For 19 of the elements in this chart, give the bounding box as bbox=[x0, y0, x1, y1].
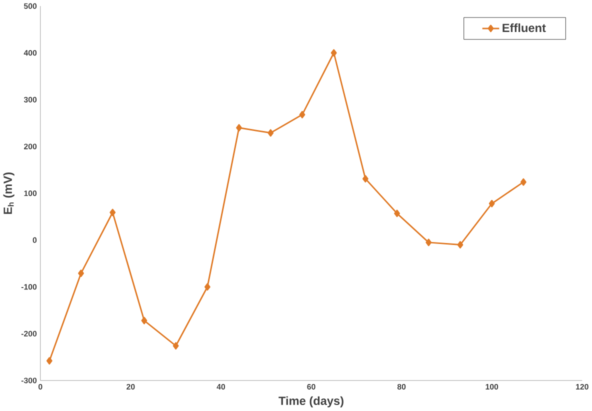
point bbox=[520, 178, 526, 186]
y-axis-title: E$_{h}$ (mV) bbox=[3, 172, 14, 214]
point bbox=[141, 317, 148, 324]
point bbox=[330, 49, 337, 57]
point bbox=[488, 200, 495, 208]
point bbox=[299, 111, 306, 119]
point bbox=[268, 129, 274, 137]
point bbox=[362, 175, 368, 183]
point bbox=[110, 208, 116, 216]
point bbox=[46, 357, 52, 365]
point bbox=[204, 283, 210, 291]
legend-label: Effluent bbox=[502, 24, 546, 32]
point bbox=[426, 238, 432, 246]
point bbox=[394, 210, 400, 218]
point bbox=[172, 342, 179, 350]
point bbox=[78, 270, 84, 278]
x-axis-title: Time (days) bbox=[278, 396, 344, 408]
point bbox=[236, 124, 242, 132]
point bbox=[457, 241, 464, 249]
